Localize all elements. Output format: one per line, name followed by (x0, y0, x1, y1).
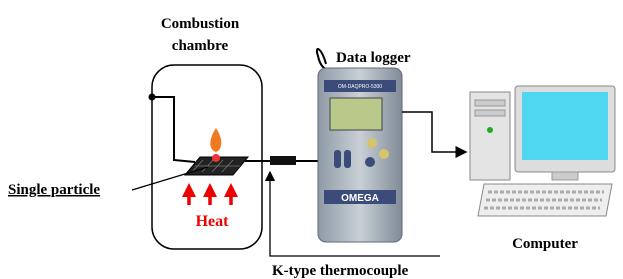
data-logger (318, 68, 402, 242)
heat-label: Heat (196, 213, 230, 230)
logger-button (379, 149, 389, 159)
computer-label: Computer (512, 236, 578, 252)
chamber-title: chambre (172, 38, 229, 54)
thermocouple (270, 156, 296, 165)
monitor-screen (522, 92, 608, 160)
logger-button (367, 138, 377, 148)
logger-cable (317, 49, 330, 69)
drive-bay (475, 110, 505, 116)
logger-model: OM-DAQPRO-5300 (338, 84, 382, 90)
heat-arrows (189, 190, 231, 205)
thermocouple-label: K-type thermocouple (272, 263, 409, 279)
drive-bay (475, 100, 505, 106)
particle (212, 154, 220, 162)
diagram: Combustion chambre Heat Single particle … (0, 0, 623, 279)
logger-brand: OMEGA (341, 193, 379, 204)
leader-line (132, 167, 208, 190)
logger-screen (330, 98, 382, 130)
support-wire (152, 97, 195, 162)
logger-button (334, 150, 341, 168)
data-arrow (402, 112, 466, 152)
logger-label: Data logger (336, 50, 411, 66)
logger-button (344, 150, 351, 168)
chamber-title: Combustion (161, 16, 240, 32)
logger-button (365, 157, 375, 167)
monitor-stand (552, 172, 578, 180)
flame (210, 128, 221, 152)
particle-label: Single particle (8, 182, 100, 198)
power-led (487, 127, 493, 133)
